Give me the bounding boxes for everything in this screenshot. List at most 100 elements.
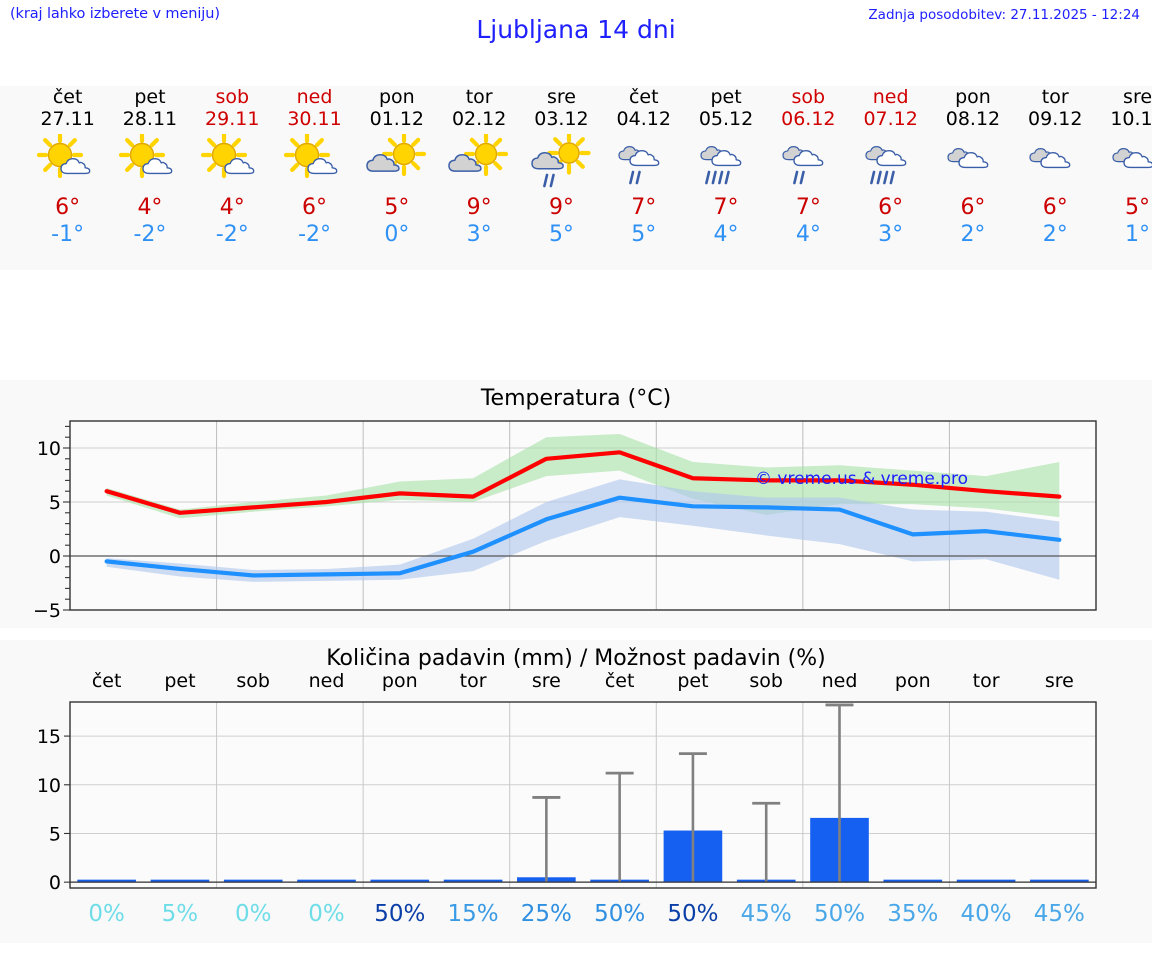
day-min-temp: -2° (298, 222, 331, 247)
svg-text:sob: sob (749, 670, 783, 692)
day-name: sre (546, 86, 576, 108)
day-name: čet (628, 86, 659, 108)
page-title: Ljubljana 14 dni (476, 15, 676, 44)
day-min-temp: 2° (1042, 222, 1068, 247)
day-date: 27.11 (40, 108, 95, 130)
day-min-temp: -1° (51, 222, 85, 247)
day-column-1[interactable]: pet 28.11 4° -2° (109, 86, 191, 248)
day-name: tor (465, 86, 493, 108)
day-column-0[interactable]: čet 27.11 6° -1° (27, 86, 109, 248)
day-column-4[interactable]: pon 01.12 5° 0° (356, 86, 438, 248)
day-date: 09.12 (1028, 108, 1083, 130)
day-date: 07.12 (863, 108, 918, 130)
svg-text:pet: pet (677, 670, 708, 692)
day-min-temp: 2° (960, 222, 986, 247)
day-date: 03.12 (534, 108, 589, 130)
cloud-rain-heavy-icon (685, 134, 767, 192)
day-column-5[interactable]: tor 02.12 9° 3° (438, 86, 520, 248)
svg-text:25%: 25% (521, 901, 572, 927)
svg-text:50%: 50% (667, 901, 718, 927)
day-name: čet (52, 86, 83, 108)
day-name: ned (872, 86, 909, 108)
svg-text:50%: 50% (814, 901, 865, 927)
svg-text:40%: 40% (961, 901, 1012, 927)
day-max-temp: 5° (384, 195, 410, 220)
day-max-temp: 5° (1125, 195, 1151, 220)
day-name: ned (296, 86, 333, 108)
day-name: pon (378, 86, 415, 108)
watermark-text: © vreme.us & vreme.pro (755, 469, 969, 489)
day-min-temp: -2° (133, 222, 167, 247)
svg-text:45%: 45% (1034, 901, 1085, 927)
day-max-temp: 9° (466, 195, 492, 220)
cloud-rain-light-icon (603, 134, 685, 192)
day-name: sob (215, 86, 250, 108)
svg-text:5%: 5% (162, 901, 199, 927)
day-min-temp: 1° (1125, 222, 1151, 247)
day-min-temp: 4° (795, 222, 821, 247)
day-max-temp: 6° (302, 195, 328, 220)
svg-text:ned: ned (309, 670, 345, 692)
day-column-8[interactable]: pet 05.12 7° 4° (685, 86, 767, 248)
day-max-temp: 7° (795, 195, 821, 220)
sun-cloud-icon (109, 134, 191, 192)
svg-text:pon: pon (382, 670, 418, 692)
menu-hint-text: (kraj lahko izberete v meniju) (10, 6, 220, 22)
precipitation-plot: čet pet sob ned pon tor sre čet pet sob ned pon tor s… (37, 670, 1097, 927)
day-column-10[interactable]: ned 07.12 6° 3° (850, 86, 932, 248)
day-max-temp: 6° (55, 195, 81, 220)
day-min-temp: 3° (466, 222, 492, 247)
day-date: 29.11 (205, 108, 260, 130)
svg-text:−5: −5 (33, 600, 61, 622)
day-column-7[interactable]: čet 04.12 7° 5° (603, 86, 685, 248)
precipitation-chart-title: Količina padavin (mm) / Možnost padavin … (326, 646, 826, 671)
svg-text:čet: čet (92, 670, 122, 692)
day-max-temp: 7° (713, 195, 739, 220)
sun-cloud-icon (273, 134, 355, 192)
day-min-temp: 5° (631, 222, 657, 247)
svg-text:0: 0 (49, 872, 61, 894)
day-column-2[interactable]: sob 29.11 4° -2° (191, 86, 273, 248)
svg-text:sob: sob (236, 670, 270, 692)
day-name: pet (710, 86, 742, 108)
sun-cloud-icon (27, 134, 109, 192)
day-column-12[interactable]: tor 09.12 6° 2° (1014, 86, 1096, 248)
cloud-rain-heavy-icon (850, 134, 932, 192)
day-date: 08.12 (945, 108, 1001, 130)
svg-text:0%: 0% (235, 901, 272, 927)
cloud-rain-light-icon (767, 134, 849, 192)
day-column-9[interactable]: sob 06.12 7° 4° (767, 86, 849, 248)
day-max-temp: 6° (960, 195, 986, 220)
cloud-sun-rain-icon (520, 134, 602, 192)
day-column-6[interactable]: sre 03.12 9° 5° (520, 86, 602, 248)
cloud-sun-icon (438, 134, 520, 192)
svg-text:sre: sre (1045, 670, 1074, 692)
svg-text:5: 5 (49, 823, 61, 845)
day-min-temp: 0° (384, 222, 410, 247)
day-date: 30.11 (287, 108, 342, 130)
svg-text:15: 15 (37, 726, 61, 748)
day-date: 05.12 (698, 108, 754, 130)
temperature-chart-title: Temperatura (°C) (480, 386, 672, 411)
page-header: (kraj lahko izberete v meniju) Ljubljana… (0, 0, 1152, 48)
day-max-temp: 6° (1042, 195, 1068, 220)
day-max-temp: 4° (137, 195, 163, 220)
svg-text:35%: 35% (887, 901, 938, 927)
svg-text:pon: pon (895, 670, 931, 692)
day-column-3[interactable]: ned 30.11 6° -2° (273, 86, 355, 248)
day-column-11[interactable]: pon 08.12 6° 2° (932, 86, 1014, 248)
day-max-temp: 4° (219, 195, 245, 220)
svg-text:pet: pet (164, 670, 195, 692)
day-name: sre (1123, 86, 1152, 108)
day-min-temp: 4° (713, 222, 739, 247)
day-name: sob (791, 86, 826, 108)
svg-text:0: 0 (49, 546, 61, 568)
day-max-temp: 9° (548, 195, 574, 220)
day-max-temp: 6° (878, 195, 904, 220)
svg-text:15%: 15% (448, 901, 499, 927)
svg-text:0%: 0% (88, 901, 125, 927)
svg-text:10: 10 (37, 775, 61, 797)
sun-cloud-icon (191, 134, 273, 192)
day-date: 28.11 (122, 108, 178, 130)
